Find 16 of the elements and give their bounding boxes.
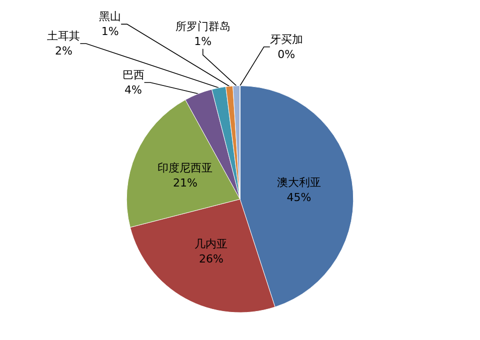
data-label: 4%: [124, 84, 142, 97]
slice-label: 澳大利亚: [276, 176, 321, 189]
slice-label: 土耳其: [47, 30, 80, 43]
data-label: 45%: [286, 190, 312, 204]
category-label: 牙买加: [270, 32, 303, 46]
slice-label: 巴西: [122, 68, 144, 82]
slice-label: 所罗门群岛: [175, 20, 230, 33]
text: 0%: [278, 48, 296, 61]
slice-label: 几内亚: [194, 237, 228, 250]
data-label: 21%: [172, 176, 198, 190]
data-label: 26%: [199, 252, 224, 266]
data-label: 1%: [194, 34, 212, 48]
data-label: 1%: [101, 25, 119, 38]
slice-label: 黑山: [99, 10, 122, 24]
slice-label: 印度尼西亚: [158, 161, 213, 174]
data-label: 2%: [54, 44, 72, 58]
